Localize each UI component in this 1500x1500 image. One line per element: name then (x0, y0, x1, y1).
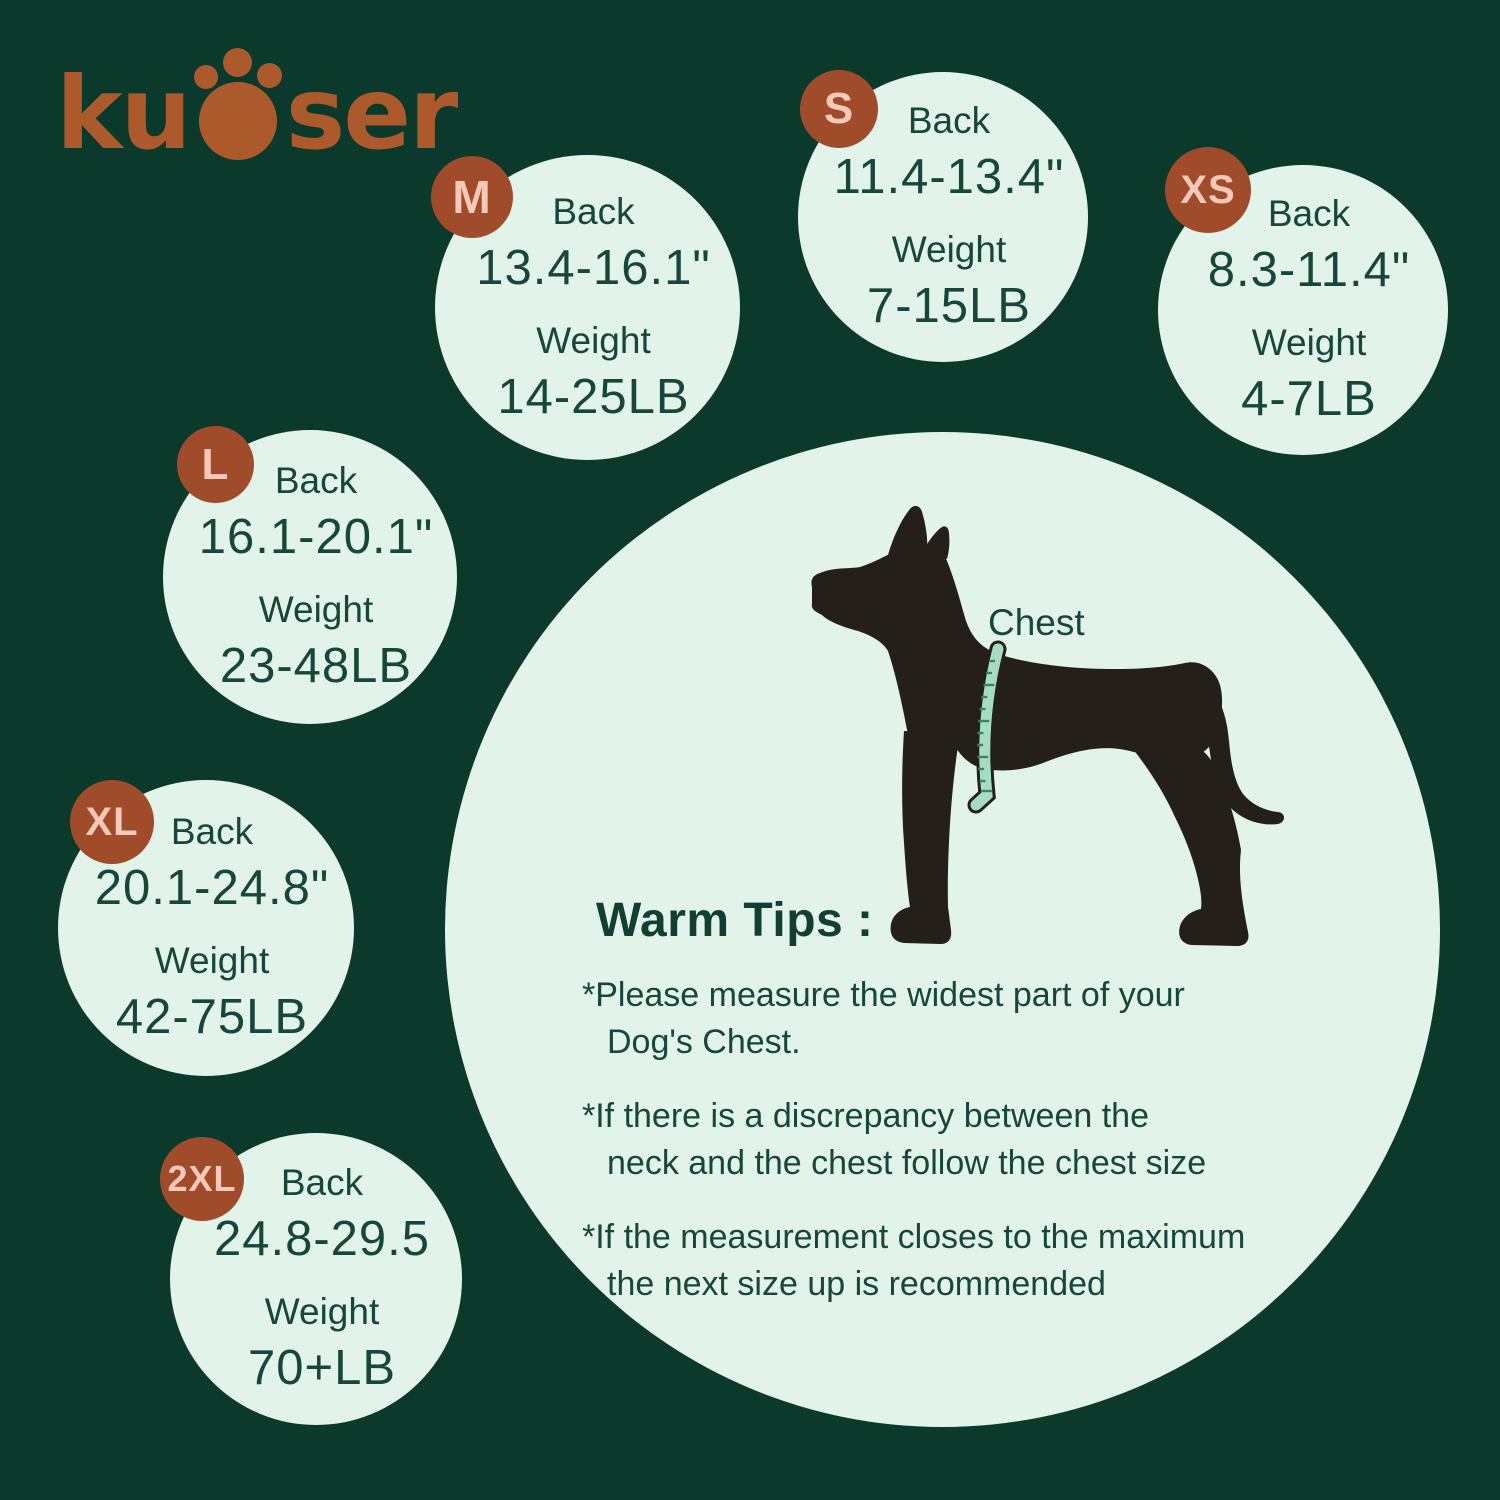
paw-icon (193, 48, 282, 160)
size-badge-2xl: 2XL (160, 1137, 244, 1221)
back-label: Back (907, 100, 991, 141)
weight-value: 70+LB (247, 1341, 397, 1395)
back-value: 11.4-13.4" (833, 150, 1065, 204)
warm-tips-title: Warm Tips : (596, 894, 874, 947)
weight-label: Weight (154, 940, 270, 981)
back-value: 16.1-20.1" (198, 510, 434, 564)
back-value: 13.4-16.1" (476, 240, 711, 295)
tip-line: Dog's Chest. (607, 1023, 801, 1061)
size-badge-s: S (800, 70, 878, 148)
tip-line: *If there is a discrepancy between the (582, 1097, 1149, 1135)
weight-label: Weight (264, 1291, 380, 1332)
size-circle-s: S Back 11.4-13.4" Weight 7-15LB (798, 70, 1088, 362)
weight-label: Weight (536, 319, 651, 361)
size-badge-l: L (177, 426, 254, 503)
weight-label: Weight (1251, 322, 1367, 363)
weight-value: 4-7LB (1241, 372, 1377, 426)
size-circle-xl: XL Back 20.1-24.8" Weight 42-75LB (58, 780, 354, 1076)
weight-value: 14-25LB (497, 369, 690, 424)
back-label: Back (552, 190, 635, 232)
size-circle-m: M Back 13.4-16.1" Weight 14-25LB (431, 155, 740, 460)
brand-prefix: ku (56, 55, 192, 172)
size-circle-xs: XS Back 8.3-11.4" Weight 4-7LB (1158, 147, 1448, 455)
weight-value: 23-48LB (219, 639, 413, 693)
tip-line: *If the measurement closes to the maximu… (582, 1218, 1246, 1256)
size-circle-2xl: 2XL Back 24.8-29.5 Weight 70+LB (160, 1133, 462, 1425)
back-value: 20.1-24.8" (94, 861, 330, 915)
tip-item: *Please measure the widest part of your … (582, 972, 1372, 1066)
size-badge-xl: XL (70, 780, 154, 864)
brand-logo: ku ser (56, 48, 459, 172)
back-label: Back (170, 811, 254, 852)
tape-ticks (977, 659, 995, 793)
tip-line: the next size up is recommended (607, 1265, 1106, 1303)
weight-label: Weight (891, 229, 1007, 270)
tip-line: *Please measure the widest part of your (582, 976, 1185, 1014)
tip-item: *If the measurement closes to the maximu… (582, 1214, 1372, 1308)
back-value: 8.3-11.4" (1207, 243, 1411, 297)
brand-suffix: ser (285, 55, 459, 172)
chest-label: Chest (988, 602, 1085, 643)
weight-label: Weight (258, 589, 374, 630)
tip-line: neck and the chest follow the chest size (607, 1144, 1207, 1182)
weight-value: 42-75LB (115, 990, 309, 1044)
warm-tips-list: *Please measure the widest part of your … (582, 972, 1372, 1335)
size-badge-m: M (431, 156, 513, 238)
back-label: Back (280, 1162, 364, 1203)
tip-item: *If there is a discrepancy between the n… (582, 1093, 1372, 1187)
back-label: Back (274, 460, 358, 501)
dog-silhouette (811, 505, 1284, 946)
size-badge-xs: XS (1165, 147, 1251, 233)
back-label: Back (1267, 193, 1351, 234)
weight-value: 7-15LB (866, 279, 1031, 333)
size-circle-l: L Back 16.1-20.1" Weight 23-48LB (163, 426, 457, 724)
back-value: 24.8-29.5 (213, 1212, 431, 1266)
